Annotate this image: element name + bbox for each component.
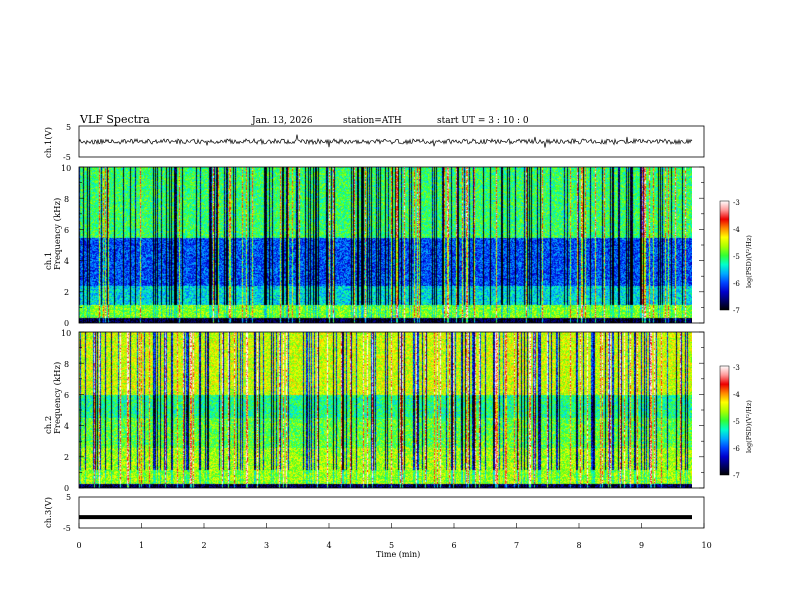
time-axis-tick-label: 9 (639, 541, 644, 550)
ch2-ytick-0: 0 (64, 484, 69, 493)
ch1-colorbar-gradient (720, 201, 729, 310)
time-axis-tick-label: 4 (327, 541, 332, 550)
ch2-cb-tick-minus3: -3 (733, 364, 740, 372)
ch2-ytick-6: 6 (64, 391, 69, 400)
ch2-spectrogram-ticks (79, 331, 704, 489)
ch1-cb-tick-minus7: -7 (733, 307, 740, 315)
ch2-cb-tick-minus5: -5 (733, 418, 740, 426)
ch2-cb-tick-minus7: -7 (733, 472, 740, 480)
time-axis-tick-label: 6 (452, 541, 457, 550)
ch2-ytick-4: 4 (64, 422, 69, 431)
time-axis-ticks: 0 1 2 3 4 5 6 7 8 9 10 (77, 523, 712, 550)
ch1-colorbar-label: log(PSD)(V²/Hz) (745, 235, 753, 288)
ch2-channel-label: ch.2 (44, 416, 54, 434)
ch1-waveform-trace (78, 134, 693, 148)
ch1-channel-label: ch.1 (44, 252, 54, 270)
ch1-frequency-ylabel: Frequency (kHz) (52, 198, 63, 270)
ch1-cb-tick-minus6: -6 (733, 280, 740, 288)
ch1-spectrogram-image (79, 167, 692, 323)
ch2-frequency-ylabel: Frequency (kHz) (52, 362, 63, 434)
date-label: Jan. 13, 2026 (251, 116, 313, 126)
ch1-cb-tick-minus5: -5 (733, 253, 740, 261)
ch3-ytick-bottom: -5 (63, 524, 71, 533)
ch1-colorbar: -3 -4 -5 -6 -7 log(PSD)(V²/Hz) (719, 199, 753, 315)
ch3-waveform-ylabel: ch.3(V) (43, 497, 54, 528)
ch2-colorbar-label: log(PSD)(V²/Hz) (745, 400, 753, 453)
time-axis-tick-label: 3 (264, 541, 269, 550)
ch2-colorbar-gradient (720, 366, 729, 475)
ch1-colorbar-frame (719, 200, 730, 311)
ch3-waveform-panel: 5 -5 ch.3(V) 0 1 2 3 4 5 6 7 8 9 10 Time (min) (43, 493, 712, 559)
time-axis-tick-label: 8 (577, 541, 582, 550)
time-axis-tick-label: 10 (702, 541, 712, 550)
ch2-colorbar: -3 -4 -5 -6 -7 log(PSD)(V²/Hz) (719, 364, 753, 480)
ch3-waveform-frame (78, 496, 705, 529)
station-label: station=ATH (343, 116, 402, 126)
ch2-ytick-10: 10 (61, 329, 71, 338)
ch1-waveform-frame (78, 125, 705, 158)
ch1-spectrogram-ticks (79, 166, 704, 324)
ch3-ytick-top: 5 (66, 493, 71, 502)
ch1-waveform-panel: 5 -5 ch.1(V) (43, 123, 705, 162)
time-axis-tick-label: 1 (139, 541, 144, 550)
ch1-spectrogram-panel: 0 2 4 6 8 10 ch.1 Frequency (kHz) (44, 164, 705, 328)
time-axis-tick-label: 7 (514, 541, 519, 550)
time-axis-tick-label: 2 (202, 541, 207, 550)
ch1-ytick-8: 8 (64, 195, 69, 204)
time-axis-tick-label: 0 (77, 541, 82, 550)
ch1-ytick-4: 4 (64, 257, 69, 266)
start-time-label: start UT = 3 : 10 : 0 (437, 116, 529, 126)
ch1-cb-tick-minus4: -4 (733, 226, 740, 234)
ch2-colorbar-frame (719, 365, 730, 476)
time-axis-xlabel: Time (min) (376, 550, 420, 559)
ch2-ytick-8: 8 (64, 360, 69, 369)
ch2-spectrogram-image (79, 332, 692, 488)
ch2-cb-tick-minus4: -4 (733, 391, 740, 399)
ch1-ytick-top: 5 (66, 123, 71, 132)
ch1-cb-tick-minus3: -3 (733, 199, 740, 207)
figure-title: VLF Spectra (79, 113, 150, 126)
ch1-waveform-ylabel: ch.1(V) (43, 127, 54, 158)
ch2-ytick-2: 2 (64, 453, 69, 462)
ch1-ytick-0: 0 (64, 319, 69, 328)
ch1-ytick-bottom: -5 (63, 153, 71, 162)
ch2-cb-tick-minus6: -6 (733, 445, 740, 453)
ch1-ytick-6: 6 (64, 226, 69, 235)
ch1-ytick-10: 10 (61, 164, 71, 173)
ch1-ytick-2: 2 (64, 288, 69, 297)
ch2-spectrogram-panel: 0 2 4 6 8 10 ch.2 Frequency (kHz) (44, 329, 705, 493)
time-axis-tick-label: 5 (389, 541, 394, 550)
